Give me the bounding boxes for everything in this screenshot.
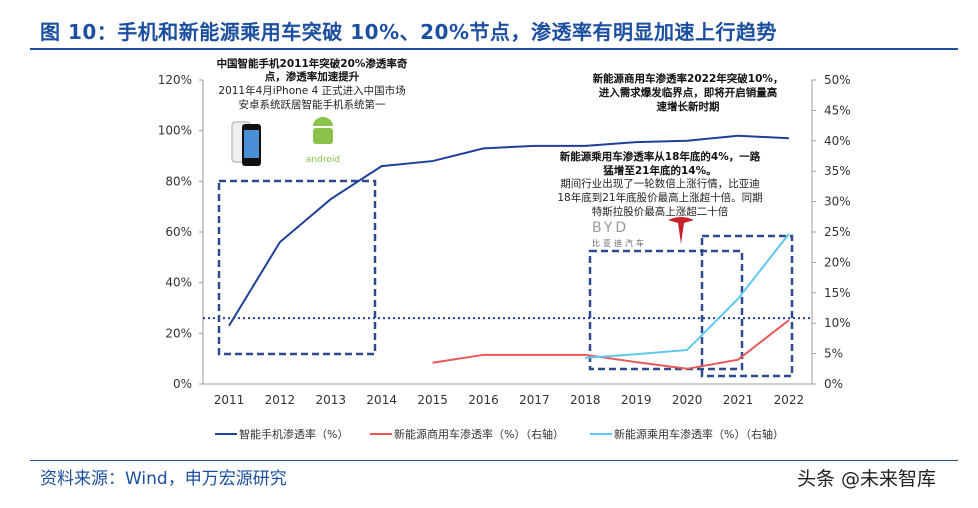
- passenger-annotation: 特斯拉股价最高上涨超二十倍: [592, 205, 729, 218]
- x-tick-label: 2018: [570, 393, 601, 407]
- tesla-logo-icon: [668, 217, 694, 244]
- passenger-annotation-bold: 猛增至21年底的14%。: [602, 164, 716, 177]
- right-tick-label: 45%: [824, 103, 851, 117]
- right-tick-label: 25%: [824, 225, 851, 239]
- x-tick-label: 2019: [621, 393, 652, 407]
- x-tick-label: 2020: [672, 393, 703, 407]
- passenger-annotation: 18年底到21年底股价最高上涨超十倍。同期: [557, 191, 762, 204]
- x-tick-label: 2022: [774, 393, 805, 407]
- series-line-0: [228, 134, 789, 327]
- series-line-2: [585, 233, 790, 359]
- source-note: 资料来源：Wind，申万宏源研究: [40, 469, 287, 489]
- commercial-annotation: 速增长新时期: [657, 100, 720, 113]
- left-tick-label: 0%: [173, 377, 192, 391]
- right-tick-label: 20%: [824, 255, 851, 269]
- x-tick-label: 2021: [723, 393, 754, 407]
- left-tick-label: 40%: [165, 276, 192, 290]
- android-logo-text: android: [306, 155, 340, 165]
- title-divider: [30, 48, 958, 50]
- left-tick-label: 20%: [165, 326, 192, 340]
- right-tick-label: 50%: [824, 73, 851, 87]
- phone-annotation-bold: 中国智能手机2011年突破20%渗透率奇: [217, 57, 408, 70]
- watermark: 头条 @未来智库: [796, 468, 936, 490]
- x-tick-label: 2014: [366, 393, 397, 407]
- right-tick-label: 15%: [824, 286, 851, 300]
- right-tick-label: 5%: [824, 347, 843, 361]
- x-tick-label: 2016: [468, 393, 499, 407]
- legend-label-1: 新能源商用车渗透率（%）（右轴）: [394, 427, 564, 441]
- left-tick-label: 100%: [158, 124, 192, 138]
- right-tick-label: 0%: [824, 377, 843, 391]
- x-tick-label: 2012: [265, 393, 296, 407]
- footer-divider: [30, 460, 958, 461]
- highlight-box: [217, 179, 377, 356]
- left-tick-label: 80%: [165, 174, 192, 188]
- legend-label-2: 新能源乘用车渗透率（%）（右轴）: [614, 427, 784, 441]
- right-tick-label: 35%: [824, 164, 851, 178]
- x-tick-label: 2011: [214, 393, 245, 407]
- android-head-icon: [313, 117, 333, 126]
- passenger-annotation-bold: 新能源乘用车渗透率从18年底的4%，一路: [560, 150, 761, 163]
- x-tick-label: 2017: [519, 393, 550, 407]
- x-tick-label: 2013: [316, 393, 347, 407]
- page-title: 图 10：手机和新能源乘用车突破 10%、20%节点，渗透率有明显加速上行趋势: [40, 20, 777, 44]
- left-tick-label: 60%: [165, 225, 192, 239]
- highlight-box: [700, 234, 794, 378]
- byd-logo: BYD: [592, 220, 629, 236]
- commercial-annotation: 新能源商用车渗透率2022年突破10%，: [593, 72, 784, 85]
- commercial-annotation: 进入需求爆发临界点，即将开启销量高: [599, 86, 778, 99]
- x-tick-label: 2015: [417, 393, 448, 407]
- phone-annotation: 2011年4月iPhone 4 正式进入中国市场: [218, 84, 405, 97]
- series-line-1: [432, 319, 790, 370]
- passenger-annotation: 期间行业出现了一轮数倍上涨行情，比亚迪: [560, 177, 760, 190]
- right-tick-label: 30%: [824, 195, 851, 209]
- right-tick-label: 10%: [824, 316, 851, 330]
- left-tick-label: 120%: [158, 73, 192, 87]
- phone-annotation-bold: 点，渗透率加速提升: [265, 70, 360, 83]
- byd-logo-text: 比亚迪汽车: [592, 238, 647, 248]
- legend-label-0: 智能手机渗透率（%）: [239, 427, 348, 441]
- android-icon: [313, 128, 333, 144]
- iphone-screen-icon: [244, 130, 259, 158]
- phone-annotation: 安卓系统跃居智能手机系统第一: [239, 98, 386, 111]
- highlight-box: [588, 249, 744, 371]
- chart: 0% 20% 40% 60% 80% 100% 120% 0% 5% 10% 15% 20% 25% 30…: [158, 57, 851, 441]
- right-tick-label: 40%: [824, 134, 851, 148]
